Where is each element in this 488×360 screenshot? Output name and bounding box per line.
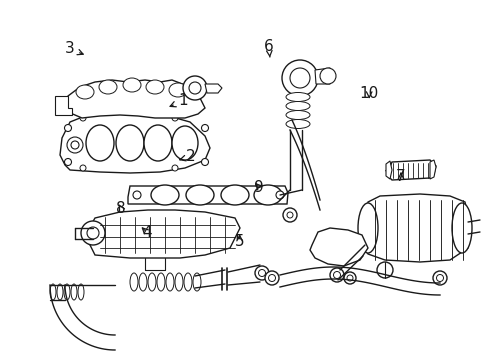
Ellipse shape (116, 125, 143, 161)
Circle shape (329, 268, 343, 282)
Ellipse shape (183, 273, 192, 291)
Polygon shape (128, 186, 287, 204)
Ellipse shape (57, 284, 63, 300)
Polygon shape (204, 84, 222, 93)
Ellipse shape (451, 203, 471, 253)
Ellipse shape (357, 203, 377, 253)
Ellipse shape (151, 185, 179, 205)
Ellipse shape (193, 273, 201, 291)
Circle shape (275, 191, 284, 199)
Ellipse shape (253, 185, 282, 205)
Circle shape (333, 271, 340, 279)
Text: 2: 2 (180, 149, 195, 164)
Circle shape (319, 68, 335, 84)
Circle shape (432, 271, 446, 285)
Circle shape (64, 158, 71, 166)
Circle shape (343, 272, 355, 284)
Ellipse shape (71, 141, 79, 149)
Ellipse shape (139, 273, 147, 291)
Ellipse shape (99, 80, 117, 94)
Ellipse shape (175, 273, 183, 291)
Ellipse shape (172, 126, 198, 160)
Circle shape (283, 208, 296, 222)
Circle shape (189, 82, 201, 94)
Ellipse shape (50, 284, 56, 300)
Text: 1: 1 (170, 93, 188, 108)
Polygon shape (85, 210, 240, 258)
Circle shape (258, 270, 265, 276)
Circle shape (436, 274, 443, 282)
Circle shape (133, 191, 141, 199)
Circle shape (183, 76, 206, 100)
Polygon shape (361, 194, 469, 262)
Polygon shape (429, 160, 435, 179)
Circle shape (376, 262, 392, 278)
Circle shape (282, 60, 317, 96)
Polygon shape (55, 96, 72, 115)
Text: 3: 3 (64, 41, 83, 56)
Ellipse shape (130, 273, 138, 291)
Ellipse shape (86, 125, 114, 161)
Polygon shape (314, 68, 331, 84)
Circle shape (80, 165, 86, 171)
Ellipse shape (64, 284, 70, 300)
Ellipse shape (157, 273, 164, 291)
Polygon shape (62, 80, 204, 118)
Polygon shape (385, 160, 435, 180)
Text: 10: 10 (359, 86, 378, 101)
Ellipse shape (71, 284, 77, 300)
Ellipse shape (221, 185, 248, 205)
Ellipse shape (285, 93, 309, 102)
Circle shape (64, 125, 71, 131)
Polygon shape (60, 112, 209, 173)
Ellipse shape (67, 137, 83, 153)
Circle shape (286, 212, 292, 218)
Circle shape (201, 158, 208, 166)
Text: 4: 4 (142, 225, 151, 240)
Ellipse shape (143, 125, 172, 161)
Ellipse shape (165, 273, 174, 291)
Ellipse shape (78, 284, 84, 300)
Text: 8: 8 (116, 201, 126, 216)
Circle shape (346, 275, 352, 281)
Circle shape (289, 68, 309, 88)
Ellipse shape (148, 273, 156, 291)
Circle shape (172, 115, 178, 121)
Circle shape (80, 115, 86, 121)
Circle shape (268, 274, 275, 282)
Ellipse shape (185, 185, 214, 205)
Ellipse shape (285, 120, 309, 129)
Ellipse shape (146, 80, 163, 94)
Text: 6: 6 (264, 39, 273, 57)
Circle shape (87, 227, 99, 239)
Text: 7: 7 (395, 169, 405, 184)
Circle shape (264, 271, 279, 285)
Circle shape (81, 221, 105, 245)
Ellipse shape (123, 78, 141, 92)
Circle shape (201, 125, 208, 131)
Ellipse shape (169, 83, 186, 97)
Circle shape (254, 266, 268, 280)
Ellipse shape (76, 85, 94, 99)
Polygon shape (309, 228, 367, 266)
Text: 9: 9 (254, 180, 264, 195)
Ellipse shape (285, 111, 309, 120)
Circle shape (172, 165, 178, 171)
Text: 5: 5 (234, 234, 244, 249)
Ellipse shape (285, 102, 309, 111)
Polygon shape (385, 161, 391, 179)
